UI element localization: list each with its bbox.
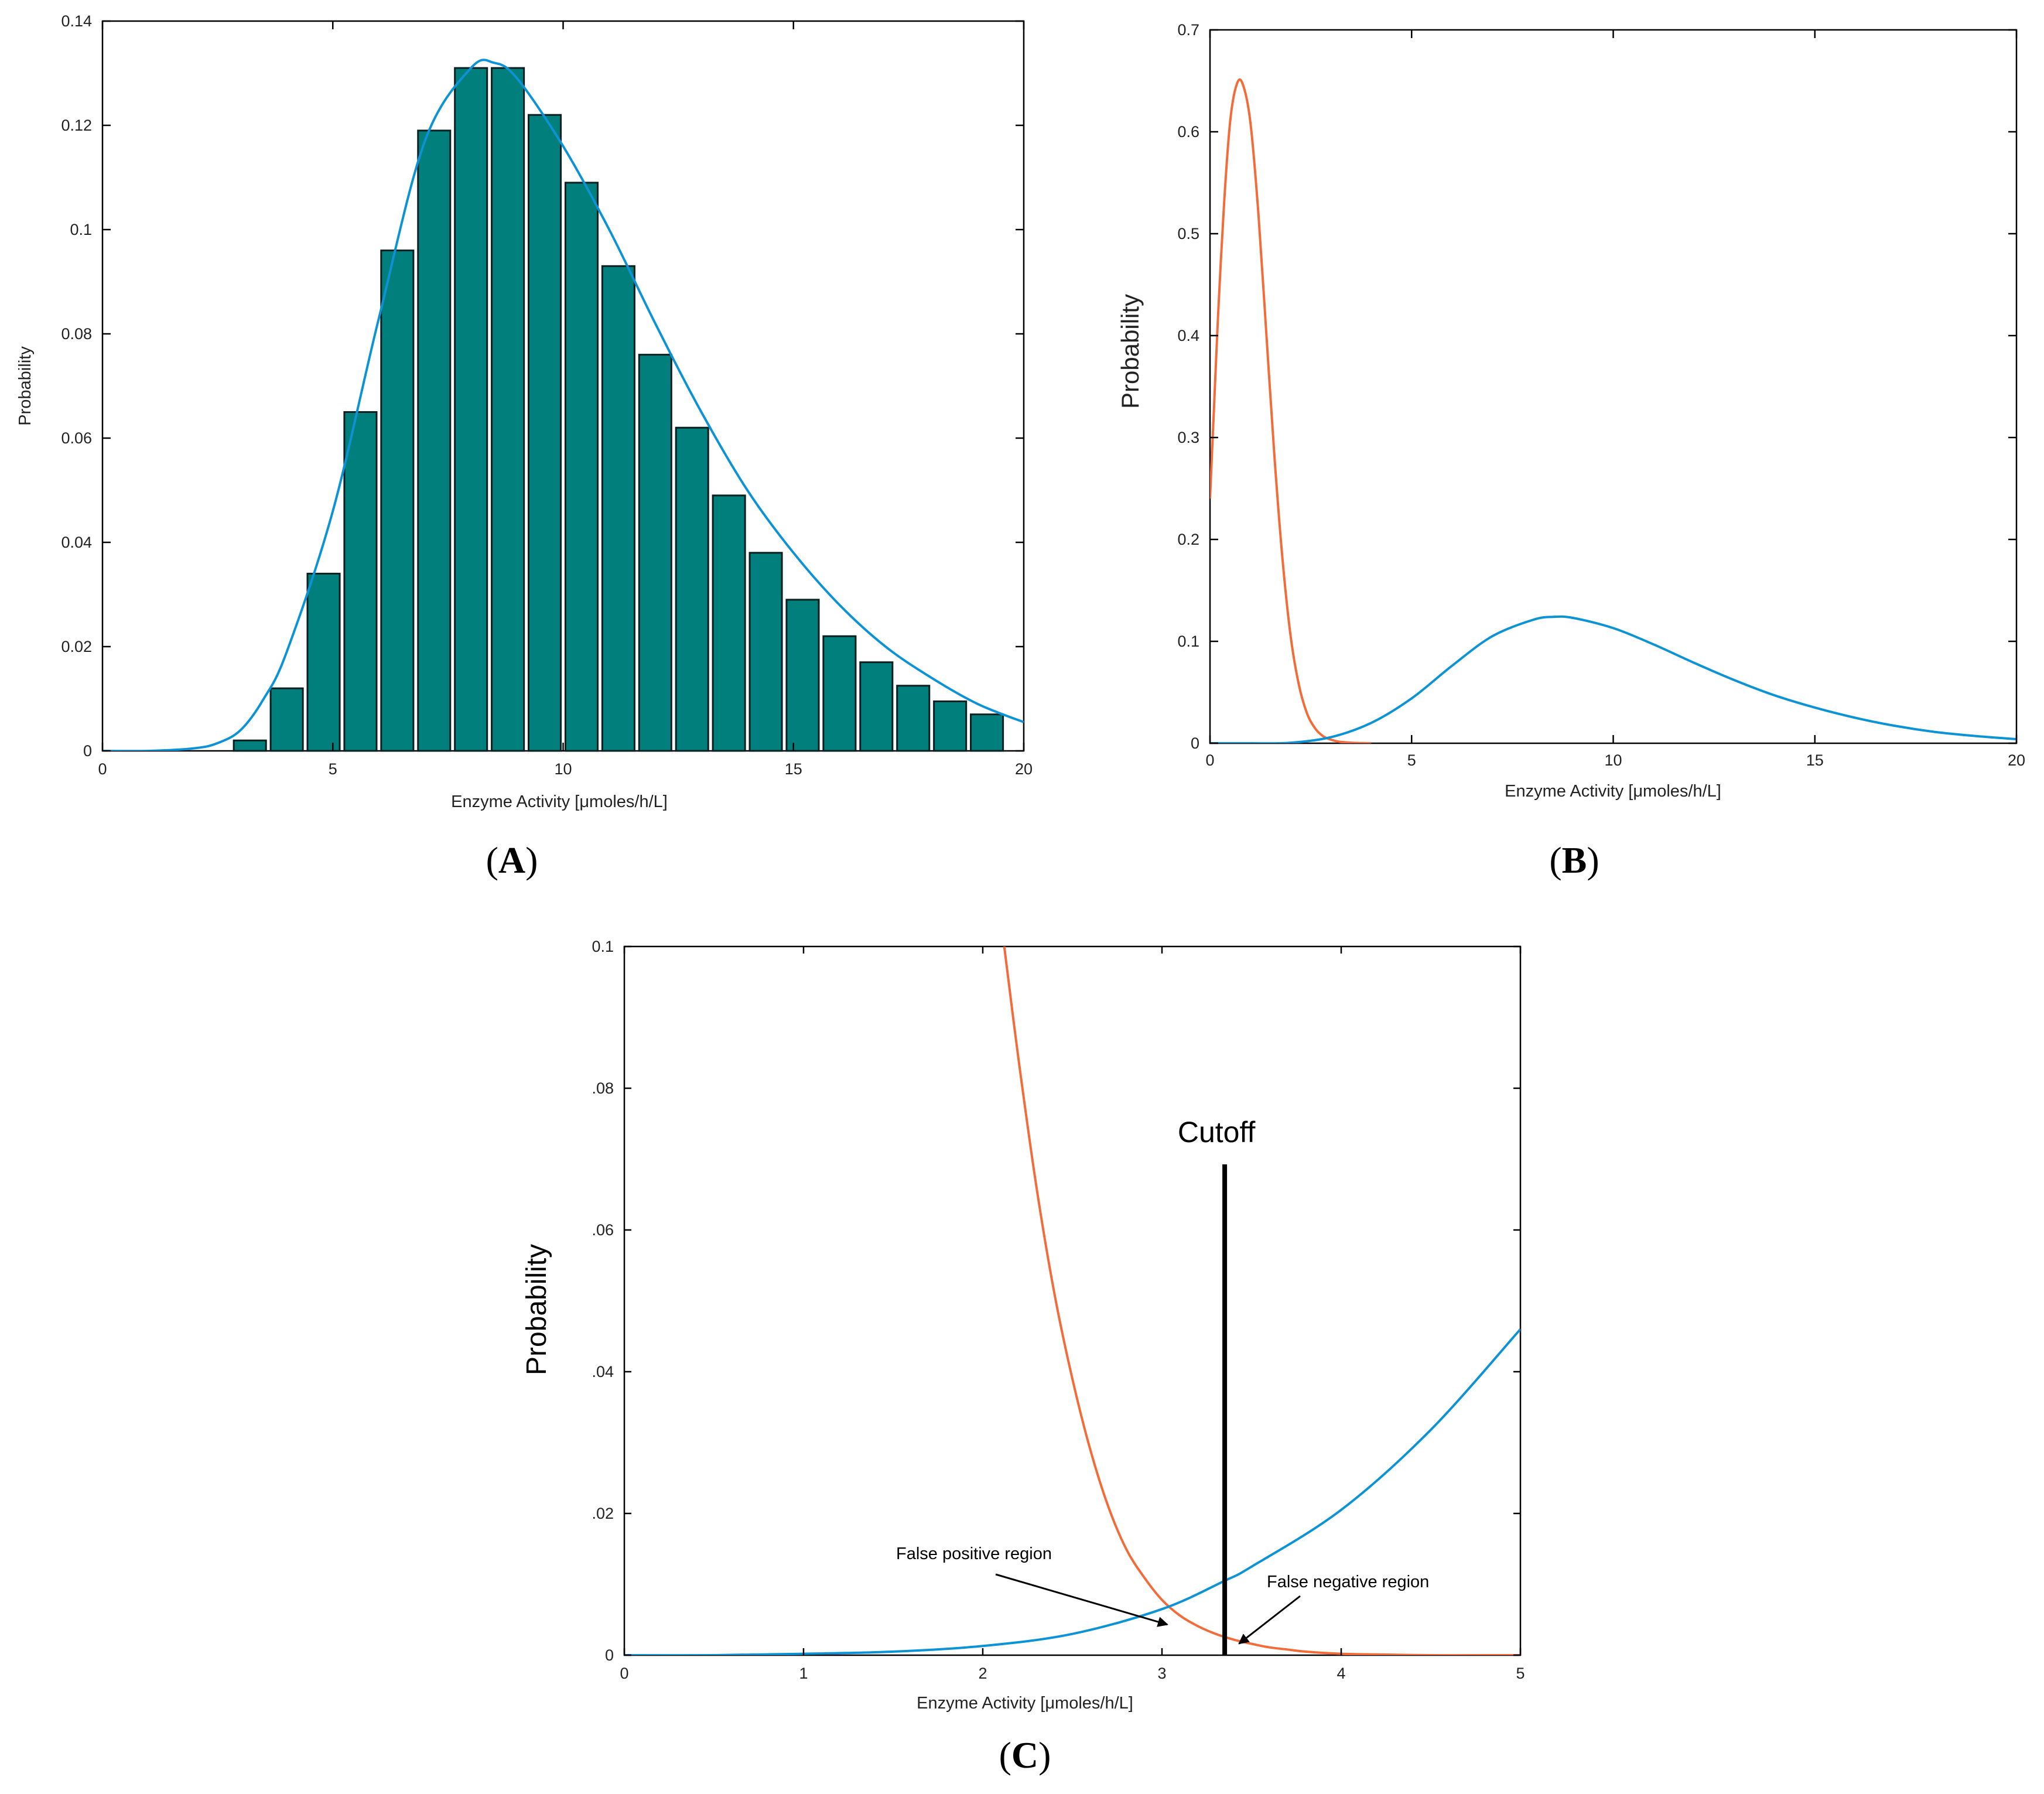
panel-a-curves	[102, 59, 1024, 751]
histogram-bar	[417, 129, 452, 752]
panel-b-y-tick-label: 0.1	[1177, 633, 1199, 650]
panel-a-y-tick-label: 0	[83, 742, 92, 760]
panel-b-y-tick-label: 0.7	[1177, 21, 1199, 39]
panel-b-chart: 0 5 10 15 20 0 0.1 0.2 0.3 0.4 0.5 0.6 0.7 Enzyme Ac…	[1116, 21, 2025, 881]
panel-c-y-tick-label: .06	[592, 1221, 614, 1239]
panel-c-y-tick-label: .02	[592, 1505, 614, 1522]
panel-a-y-tick-label: 0.04	[61, 534, 92, 551]
panel-a-y-tick-label: 0.14	[61, 12, 92, 30]
panel-b-x-tick-label: 15	[1806, 751, 1824, 769]
histogram-bar	[454, 67, 488, 752]
panel-a-y-tick-label: 0.12	[61, 117, 92, 134]
panel-a-letter: A	[498, 839, 525, 881]
histogram-bar	[933, 700, 968, 752]
panel-a-y-axis-label: Probability	[16, 346, 35, 426]
histogram-bar	[748, 552, 783, 752]
histogram-bar	[601, 265, 635, 752]
panel-a-ticks: 0 5 10 15 20 0 0.02 0.04 0.06 0.08 0.1 0.12 0.14	[61, 12, 1033, 778]
histogram-bar	[638, 354, 672, 752]
panel-b-x-tick-label: 20	[2008, 751, 2025, 769]
panel-c-curve-unaffected	[624, 1328, 1520, 1655]
histogram-bar	[306, 572, 341, 752]
panel-a-x-tick-label: 20	[1015, 760, 1033, 778]
panel-c-x-tick-label: 5	[1516, 1665, 1525, 1682]
panel-a-x-tick-label: 5	[329, 760, 337, 778]
panel-a-plot-frame	[101, 20, 1025, 752]
region-annotation-label: False positive region	[896, 1544, 1052, 1563]
histogram-bar	[269, 687, 304, 752]
panel-a-y-tick-label: 0.02	[61, 638, 92, 655]
histogram-bar	[564, 182, 599, 752]
histogram-bar	[712, 494, 746, 752]
panel-c-chart: 0 1 2 3 4 5 0 .02 .04 .06 .08 0.1 Cutoff False posi…	[521, 938, 1525, 1776]
histogram-bar	[785, 599, 820, 752]
panel-a-y-tick-label: 0.1	[70, 221, 92, 238]
panel-b-x-axis-label: Enzyme Activity [μmoles/h/L]	[1505, 782, 1721, 801]
region-annotation-arrow	[1238, 1595, 1301, 1645]
cutoff-label: Cutoff	[1178, 1116, 1256, 1149]
panel-b-y-tick-label: 0.2	[1177, 531, 1199, 548]
histogram-bar	[822, 635, 857, 752]
histogram-bar	[675, 426, 709, 752]
panel-b-y-axis-label: Probability	[1116, 294, 1144, 409]
panel-c-x-axis-label: Enzyme Activity [μmoles/h/L]	[917, 1694, 1133, 1713]
panel-a-x-tick-label: 0	[98, 760, 107, 778]
panel-c-x-tick-label: 0	[620, 1665, 628, 1682]
panel-c-y-tick-label: 0.1	[592, 938, 614, 955]
panel-a-curve-fitted-pdf	[102, 59, 1024, 751]
histogram-bar	[380, 250, 415, 752]
panel-c-annotations: False positive region False negative regi…	[896, 1544, 1429, 1645]
panel-c-y-axis-label: Probability	[521, 1244, 552, 1375]
histogram-bar	[343, 411, 378, 752]
panel-c-curves	[624, 946, 1520, 1655]
panel-b-y-tick-label: 0.6	[1177, 123, 1199, 141]
panel-b-x-tick-label: 10	[1604, 751, 1622, 769]
panel-b-y-tick-label: 0.5	[1177, 225, 1199, 242]
panel-a-x-axis-label: Enzyme Activity [μmoles/h/L]	[451, 792, 668, 811]
panel-c-x-tick-label: 2	[978, 1665, 987, 1682]
panel-b-x-tick-label: 5	[1407, 751, 1416, 769]
panel-c-x-tick-label: 1	[799, 1665, 808, 1682]
histogram-bar	[233, 739, 267, 752]
panel-b-ticks: 0 5 10 15 20 0 0.1 0.2 0.3 0.4 0.5 0.6 0.7	[1177, 21, 2025, 769]
histogram-bar	[528, 114, 562, 752]
panel-b-x-tick-label: 0	[1205, 751, 1214, 769]
panel-a-chart: 0 5 10 15 20 0 0.02 0.04 0.06 0.08 0.1 0.12 0.14 Enz…	[16, 12, 1033, 881]
panel-b-curve-unaffected	[1210, 615, 2016, 743]
panel-b-y-tick-label: 0.3	[1177, 429, 1199, 446]
panel-b-curves	[1210, 78, 2016, 743]
panel-c-letter: C	[1011, 1734, 1038, 1776]
histogram-bar	[970, 713, 1004, 752]
panel-a-bars	[233, 67, 1004, 752]
panel-c-x-tick-label: 4	[1337, 1665, 1345, 1682]
panel-b-letter: B	[1562, 839, 1587, 881]
panel-a-label: (A)	[486, 839, 538, 881]
panel-b-y-tick-label: 0.4	[1177, 327, 1199, 344]
panel-a-x-tick-label: 15	[785, 760, 802, 778]
panel-c-curve-affected	[1003, 946, 1520, 1655]
histogram-bar	[491, 67, 525, 752]
panel-c-plot-frame	[623, 945, 1522, 1656]
panel-c-label: (C)	[999, 1734, 1051, 1776]
panel-b-curve-affected	[1210, 78, 1372, 743]
panel-b-plot-frame	[1209, 29, 2018, 744]
panel-c-x-tick-label: 3	[1157, 1665, 1166, 1682]
panel-a-y-tick-label: 0.08	[61, 325, 92, 343]
histogram-bar	[859, 661, 894, 752]
panel-c-ticks: 0 1 2 3 4 5 0 .02 .04 .06 .08 0.1	[592, 938, 1525, 1682]
region-annotation-arrow	[995, 1573, 1168, 1627]
panel-c-y-tick-label: .04	[592, 1363, 614, 1380]
panel-b-label: (B)	[1549, 839, 1599, 881]
histogram-bar	[896, 685, 931, 752]
panel-c-y-tick-label: .08	[592, 1079, 614, 1097]
panel-c-y-tick-label: 0	[605, 1646, 614, 1664]
panel-a-x-tick-label: 10	[554, 760, 572, 778]
panel-b-y-tick-label: 0	[1191, 734, 1199, 752]
region-annotation-label: False negative region	[1267, 1573, 1429, 1591]
panel-a-y-tick-label: 0.06	[61, 429, 92, 447]
